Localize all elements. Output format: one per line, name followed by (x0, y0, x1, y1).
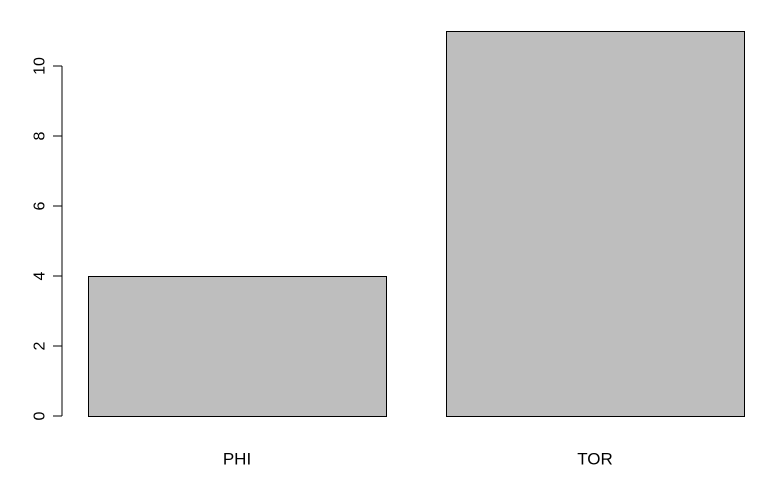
y-tick-label: 10 (32, 57, 49, 75)
y-tick-label: 0 (32, 411, 49, 420)
bar-tor (446, 31, 745, 417)
y-tick-label: 2 (32, 341, 49, 350)
y-axis: 0 2 4 6 8 10 (32, 57, 63, 420)
x-axis-labels: PHI TOR (223, 450, 613, 469)
y-tick-label: 6 (32, 201, 49, 210)
y-tick-label: 8 (32, 131, 49, 140)
bars (88, 31, 745, 417)
x-category-label: TOR (577, 450, 613, 469)
x-category-label: PHI (223, 450, 251, 469)
y-tick-label: 4 (32, 271, 49, 280)
bar-phi (88, 276, 387, 417)
